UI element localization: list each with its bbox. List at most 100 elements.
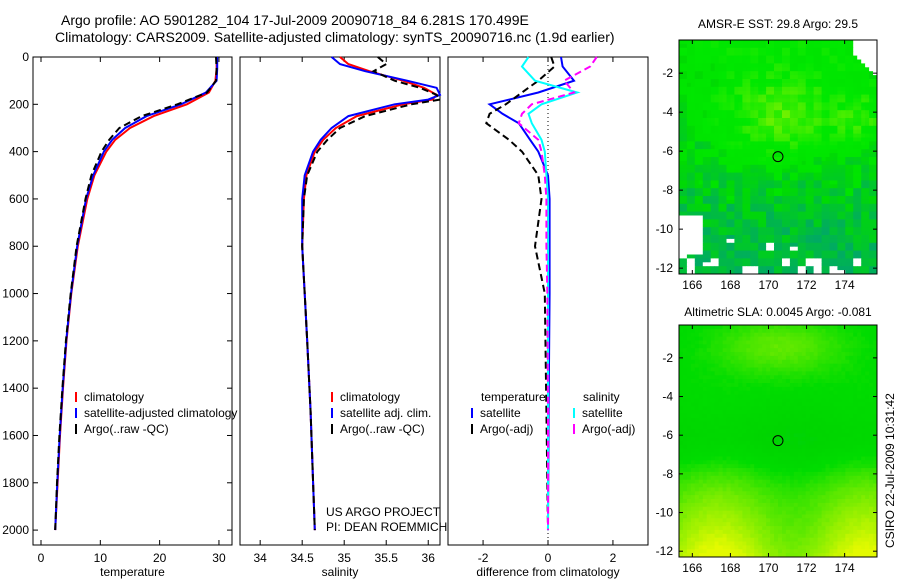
heatmap-cell — [869, 390, 874, 395]
heatmap-cell — [841, 215, 846, 220]
heatmap-cell — [869, 203, 874, 209]
heatmap-cell — [686, 464, 692, 469]
heatmap-cell — [726, 254, 731, 259]
heatmap-cell — [853, 98, 858, 103]
heatmap-cell — [778, 258, 783, 263]
heatmap-cell — [785, 448, 791, 453]
heatmap-cell — [746, 176, 751, 181]
heatmap-cell — [857, 352, 862, 357]
x-axis-label: salinity — [322, 565, 359, 579]
heatmap-cell — [797, 86, 803, 92]
heatmap-cell — [730, 211, 735, 216]
heatmap-cell — [793, 262, 799, 267]
heatmap-cell — [726, 452, 731, 457]
y-tick-label: 1200 — [2, 334, 29, 348]
map-x-tick-label: 174 — [835, 278, 855, 292]
heatmap-cell — [698, 43, 704, 49]
heatmap-cell — [698, 344, 704, 349]
heatmap-cell — [813, 98, 818, 103]
heatmap-cell — [738, 121, 743, 127]
heatmap-cell — [817, 203, 822, 209]
heatmap-cell — [746, 410, 751, 415]
heatmap-cell — [722, 98, 727, 103]
heatmap-cell — [805, 402, 811, 407]
heatmap-cell — [841, 386, 846, 392]
heatmap-cell — [746, 429, 751, 434]
heatmap-cell — [770, 215, 775, 220]
heatmap-cell — [762, 145, 767, 150]
heatmap-cell — [845, 223, 850, 228]
heatmap-cell — [841, 51, 846, 56]
heatmap-cell — [817, 172, 822, 177]
heatmap-cell — [785, 250, 791, 255]
heatmap-cell — [694, 145, 700, 150]
heatmap-cell — [801, 67, 807, 72]
heatmap-cell — [857, 325, 862, 330]
heatmap-cell — [778, 121, 783, 127]
heatmap-cell — [714, 367, 719, 372]
heatmap-cell — [734, 231, 739, 236]
heatmap-cell — [857, 363, 862, 368]
heatmap-cell — [813, 340, 818, 345]
heatmap-cell — [825, 355, 830, 361]
heatmap-cell — [766, 390, 771, 395]
heatmap-cell — [694, 402, 700, 407]
heatmap-cell — [774, 254, 779, 259]
heatmap-cell — [857, 344, 862, 349]
heatmap-cell — [714, 133, 719, 138]
heatmap-cell — [722, 270, 727, 275]
heatmap-cell — [825, 215, 830, 220]
heatmap-cell — [813, 266, 818, 271]
heatmap-cell — [702, 270, 708, 275]
heatmap-cell — [730, 460, 735, 465]
heatmap-cell — [809, 188, 815, 193]
heatmap-cell — [726, 188, 731, 193]
heatmap-cell — [833, 172, 838, 177]
heatmap-cell — [754, 421, 759, 426]
heatmap-cell — [821, 215, 826, 220]
heatmap-cell — [750, 394, 755, 399]
heatmap-cell — [714, 110, 719, 115]
heatmap-cell — [770, 328, 775, 334]
heatmap-cell — [770, 433, 775, 438]
heatmap-cell — [813, 410, 818, 415]
heatmap-cell — [869, 75, 874, 80]
heatmap-cell — [817, 352, 822, 357]
heatmap-cell — [706, 352, 712, 357]
heatmap-cell — [683, 452, 688, 457]
heatmap-cell — [873, 383, 878, 388]
heatmap-cell — [706, 94, 712, 99]
heatmap-cell — [694, 336, 700, 341]
heatmap-cell — [690, 86, 696, 92]
heatmap-cell — [758, 199, 763, 205]
x-tick-label: 35 — [338, 551, 352, 565]
heatmap-cell — [758, 145, 763, 150]
heatmap-cell — [797, 348, 803, 353]
heatmap-cell — [746, 164, 751, 170]
heatmap-cell — [793, 444, 799, 450]
heatmap-cell — [809, 110, 815, 115]
heatmap-cell — [722, 211, 727, 216]
heatmap-cell — [853, 219, 858, 224]
heatmap-cell — [694, 266, 700, 271]
heatmap-cell — [750, 336, 755, 341]
heatmap-cell — [726, 125, 731, 131]
heatmap-cell — [837, 196, 842, 201]
heatmap-cell — [782, 86, 787, 92]
heatmap-cell — [766, 133, 771, 138]
heatmap-cell — [694, 452, 700, 457]
heatmap-cell — [734, 270, 739, 275]
heatmap-cell — [742, 425, 747, 430]
heatmap-cell — [845, 199, 850, 205]
heatmap-cell — [801, 410, 807, 415]
heatmap-cell — [726, 231, 731, 236]
heatmap-cell — [861, 55, 866, 60]
heatmap-cell — [861, 94, 866, 99]
heatmap-cell — [785, 176, 791, 181]
heatmap-cell — [782, 67, 787, 72]
heatmap-cell — [861, 246, 866, 251]
x-tick-label: 34 — [253, 551, 267, 565]
heatmap-cell — [865, 448, 870, 453]
heatmap-cell — [869, 402, 874, 407]
heatmap-cell — [861, 118, 866, 123]
